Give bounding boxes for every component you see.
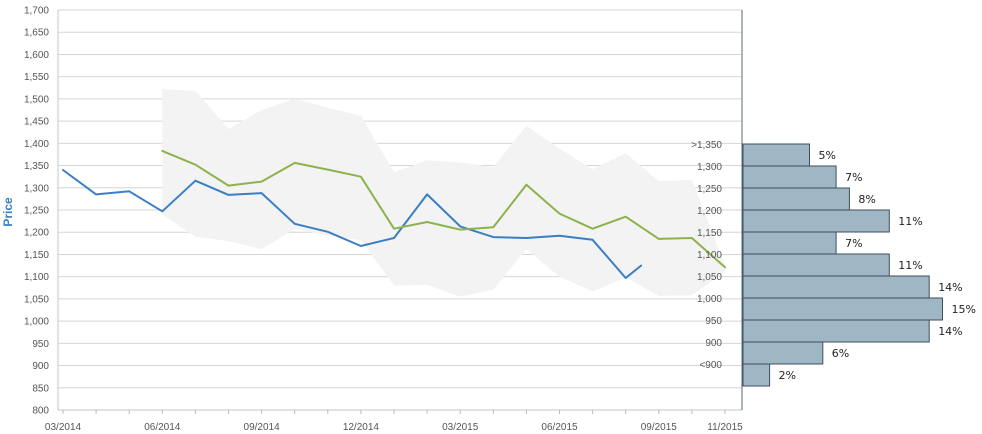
histogram-bar (742, 231, 837, 255)
y-tick-label: 1,450 (24, 117, 49, 128)
y-axis-ticks: 1,700 1,650 1,600 1,550 1,500 1,450 1,400 1,350… (24, 6, 49, 417)
x-axis-ticks: 03/2014 06/2014 09/2014 12/2014 03/2015 06/20… (45, 410, 743, 433)
x-tick-label: 09/2014 (244, 422, 281, 433)
histogram-value-label: 11% (898, 215, 922, 228)
y-tick-label: 1,600 (24, 50, 49, 61)
y-tick-label: 1,400 (24, 139, 49, 150)
histogram-bar (742, 341, 824, 365)
y-tick-label: 1,500 (24, 94, 49, 105)
histogram-category-label: 1,050 (697, 272, 722, 283)
histogram-value-label: 11% (898, 259, 922, 272)
histogram-bar (742, 165, 837, 189)
histogram-bar (742, 187, 850, 211)
y-tick-label: 1,150 (24, 250, 49, 261)
histogram-value-label: 14% (938, 281, 962, 294)
histogram-value-label: 8% (858, 193, 875, 206)
histogram-value-label: 7% (845, 171, 862, 184)
histogram-bar (742, 253, 890, 277)
histogram-category-label: <900 (699, 360, 722, 371)
y-tick-label: 850 (32, 383, 49, 394)
y-tick-label: 1,550 (24, 72, 49, 83)
range-band-area (162, 89, 726, 297)
y-tick-label: 1,300 (24, 183, 49, 194)
x-tick-label: 03/2014 (45, 422, 82, 433)
x-tick-label: 12/2014 (343, 422, 380, 433)
histogram-category-label: 900 (705, 338, 722, 349)
histogram-category-label: >1,350 (691, 140, 722, 151)
histogram-category-label: 1,000 (697, 294, 722, 305)
y-tick-label: 1,050 (24, 294, 49, 305)
histogram-value-label: 6% (832, 347, 849, 360)
price-series (62, 149, 726, 279)
histogram-value-label: 2% (779, 369, 796, 382)
histogram-bar (742, 297, 943, 321)
histogram-bar (742, 275, 930, 299)
histogram-value-label: 5% (819, 149, 836, 162)
x-tick-label: 11/2015 (707, 422, 743, 433)
histogram-bar (742, 319, 930, 343)
series-line-0 (62, 169, 643, 279)
y-tick-label: 1,350 (24, 161, 49, 172)
series-line-1 (161, 149, 726, 269)
x-tick-label: 09/2015 (641, 422, 678, 433)
y-tick-label: 800 (32, 406, 49, 417)
y-tick-label: 900 (32, 361, 49, 372)
histogram-category-label: 950 (705, 316, 722, 327)
histogram-category-label: 1,300 (697, 162, 722, 173)
axes (57, 10, 743, 411)
y-axis-label: Price (1, 197, 15, 227)
histogram-value-label: 15% (952, 303, 976, 316)
histogram-category-label: 1,100 (697, 250, 722, 261)
histogram-value-label: 7% (845, 237, 862, 250)
y-tick-label: 1,250 (24, 206, 49, 217)
histogram-bar (742, 143, 810, 167)
histogram-category-label: 1,250 (697, 184, 722, 195)
histogram-category-label: 1,200 (697, 206, 722, 217)
histogram-bar (742, 363, 771, 387)
y-tick-label: 1,100 (24, 272, 49, 283)
histogram-category-label: 1,150 (697, 228, 722, 239)
y-tick-label: 1,700 (24, 6, 49, 17)
price-range-band (162, 89, 726, 297)
x-tick-label: 06/2014 (144, 422, 181, 433)
histogram-bar (742, 209, 890, 233)
y-tick-label: 1,000 (24, 317, 49, 328)
x-tick-label: 06/2015 (541, 422, 578, 433)
histogram-value-label: 14% (938, 325, 962, 338)
price-distribution-histogram: >1,350 5% 1,300 7% 1,250 8% 1,200 11% 1,150 7% 1,1… (691, 140, 976, 387)
y-tick-label: 1,200 (24, 228, 49, 239)
x-tick-label: 03/2015 (442, 422, 479, 433)
y-tick-label: 1,650 (24, 28, 49, 39)
y-tick-label: 950 (32, 339, 49, 350)
